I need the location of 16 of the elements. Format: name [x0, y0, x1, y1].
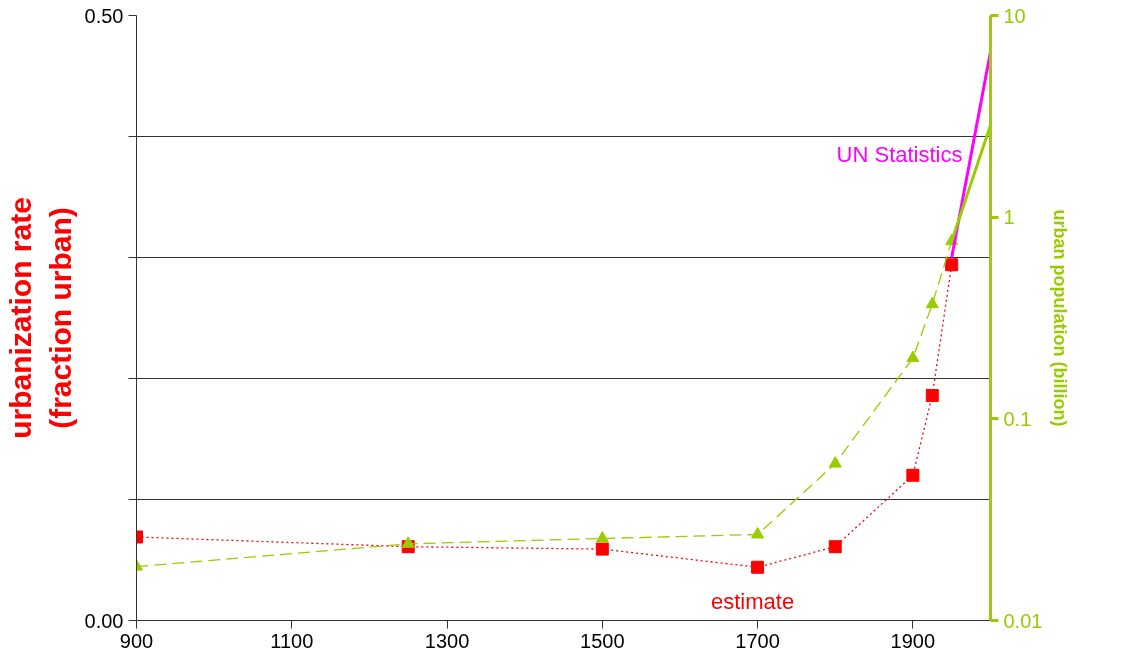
x-tick-label: 900: [119, 629, 154, 652]
y-axis-title: urbanization rate (fraction urban): [3, 197, 77, 439]
y2-tick-label: 10: [1003, 4, 1026, 27]
x-tick-label: 1900: [890, 629, 936, 652]
y2-tick-label: 1: [1003, 206, 1015, 229]
x-tick-label: 1300: [424, 629, 470, 652]
y-tick-label: 0.50: [84, 4, 124, 27]
x-tick-label: 1500: [580, 629, 625, 652]
y2-axis-title: urban population (billion): [1050, 209, 1071, 427]
y2-tick-label: 0.1: [1003, 407, 1032, 430]
y2-tick-label: 0.01: [1003, 609, 1043, 632]
y-tick-label: 0.00: [84, 609, 124, 632]
x-tick-label: 1100: [270, 629, 314, 652]
series-label: UN Statistics: [836, 142, 963, 168]
series-label: estimate: [711, 589, 795, 615]
x-tick-label: 1700: [735, 629, 780, 652]
